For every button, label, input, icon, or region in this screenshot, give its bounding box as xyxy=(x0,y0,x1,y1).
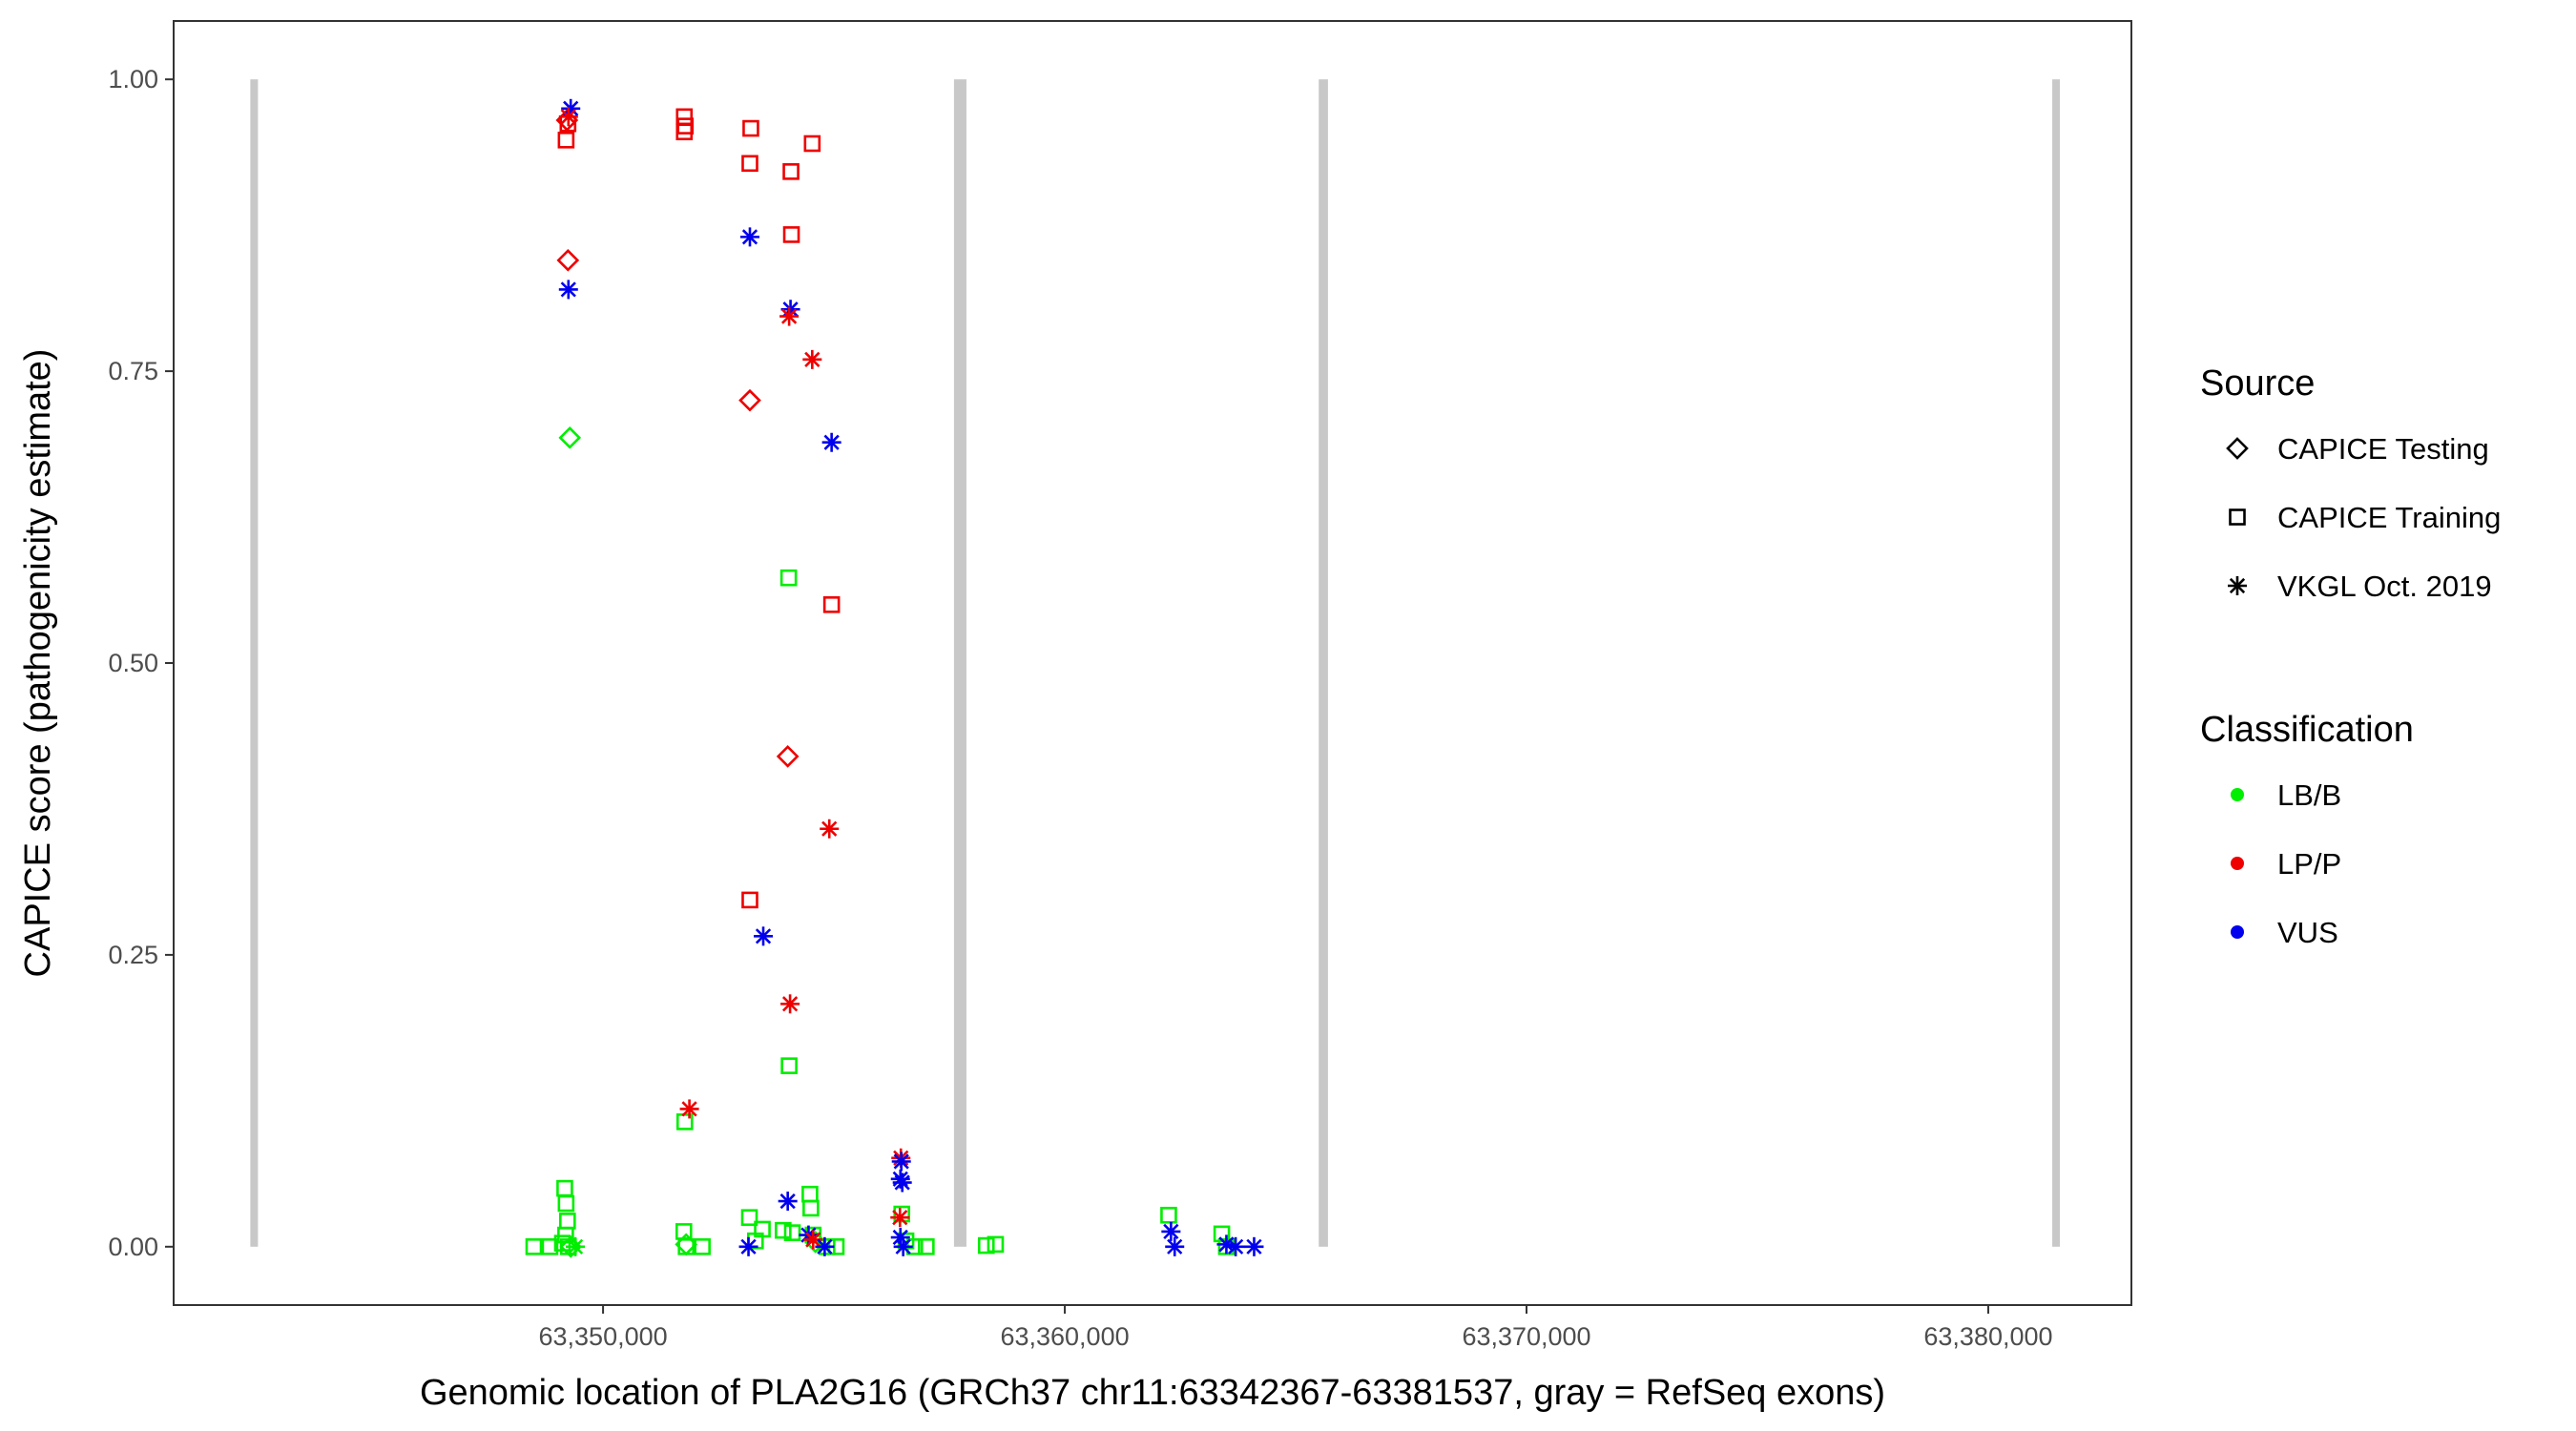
point-square-20 xyxy=(525,1238,543,1255)
point-square-31 xyxy=(783,1224,801,1241)
legend-source-items: CAPICE Testing CAPICE Training VKGL Oct. 2… xyxy=(2226,432,2501,603)
legend-source-label: CAPICE Testing xyxy=(2277,432,2489,466)
legend-classification-title: Classification xyxy=(2200,710,2414,750)
legend-class-key-3 xyxy=(2231,925,2244,939)
point-star-27 xyxy=(1165,1236,1185,1256)
point-star-10 xyxy=(754,926,774,946)
points-layer xyxy=(525,98,1264,1258)
point-square-8 xyxy=(782,163,800,180)
exon-bar-3 xyxy=(1319,79,1328,1247)
point-star-18 xyxy=(778,1192,798,1212)
legend-source-label: VKGL Oct. 2019 xyxy=(2277,570,2492,603)
point-star-4 xyxy=(739,227,759,247)
point-star-12 xyxy=(679,1099,699,1119)
point-star-26 xyxy=(1161,1221,1181,1241)
point-star-21 xyxy=(803,1230,823,1250)
point-star-9 xyxy=(820,819,840,839)
point-star-11 xyxy=(780,994,800,1014)
legend-class-key-1 xyxy=(2231,788,2244,801)
point-star-8 xyxy=(821,432,841,452)
x-tick-label: 63,380,000 xyxy=(1923,1322,2052,1351)
x-tick-label: 63,370,000 xyxy=(1462,1322,1590,1351)
point-diamond-1 xyxy=(556,249,580,272)
point-square-12 xyxy=(741,891,758,909)
point-star-6 xyxy=(779,306,800,326)
point-square-10 xyxy=(782,226,800,243)
point-square-13 xyxy=(779,569,798,587)
point-square-27 xyxy=(740,1209,758,1227)
point-square-25 xyxy=(677,1238,695,1255)
point-square-5 xyxy=(676,117,695,135)
y-tick-label: 1.00 xyxy=(108,65,158,93)
legend-source-title: Source xyxy=(2200,363,2315,404)
exon-bar-2 xyxy=(953,79,966,1247)
point-square-40 xyxy=(918,1238,935,1255)
point-square-9 xyxy=(803,135,821,153)
axes-layer: 0.00 0.25 0.50 0.75 1.00 63,350,000 63,360,000… xyxy=(108,65,2052,1351)
point-star-16 xyxy=(892,1172,912,1192)
point-diamond-2 xyxy=(558,425,582,449)
point-square-14 xyxy=(780,1057,798,1074)
x-tick-label: 63,350,000 xyxy=(539,1322,668,1351)
point-square-6 xyxy=(742,119,759,137)
y-tick-label: 0.25 xyxy=(108,941,158,969)
point-diamond-4 xyxy=(738,388,761,412)
point-square-33 xyxy=(802,1199,820,1217)
point-star-2 xyxy=(558,107,578,127)
legend-source-key-3 xyxy=(2228,576,2247,595)
legend-source-label: CAPICE Training xyxy=(2277,501,2501,534)
legend-classification-items: LB/B LP/P VUS xyxy=(2231,778,2341,949)
point-star-3 xyxy=(558,280,578,300)
point-star-25 xyxy=(566,1236,586,1256)
point-square-43 xyxy=(1160,1206,1177,1224)
y-tick-label: 0.50 xyxy=(108,649,158,677)
point-square-1 xyxy=(557,132,575,149)
legend-class-label: LP/P xyxy=(2277,847,2341,881)
point-square-26 xyxy=(694,1238,711,1255)
exon-bar-4 xyxy=(2052,79,2061,1247)
legend-source-key-2 xyxy=(2229,508,2246,526)
y-tick-label: 0.00 xyxy=(108,1233,158,1261)
point-diamond-5 xyxy=(776,745,800,768)
point-star-23 xyxy=(738,1236,758,1256)
y-axis-title: CAPICE score (pathogenicity estimate) xyxy=(18,349,58,978)
exons-layer xyxy=(250,79,2061,1247)
point-star-14 xyxy=(891,1151,911,1172)
point-star-7 xyxy=(802,349,822,369)
point-square-37 xyxy=(893,1205,911,1223)
point-square-41 xyxy=(977,1236,995,1255)
legend-class-label: LB/B xyxy=(2277,778,2341,812)
legend-class-label: VUS xyxy=(2277,916,2338,949)
point-star-30 xyxy=(1244,1236,1264,1256)
x-tick-label: 63,360,000 xyxy=(1000,1322,1129,1351)
point-square-30 xyxy=(775,1221,792,1239)
exon-bar-1 xyxy=(250,79,259,1247)
point-star-22 xyxy=(815,1236,835,1256)
point-square-7 xyxy=(741,155,758,173)
legend-class-key-2 xyxy=(2231,857,2244,870)
legend-source-key-1 xyxy=(2226,437,2249,460)
point-star-29 xyxy=(1226,1236,1246,1256)
point-square-42 xyxy=(987,1235,1005,1254)
x-axis-title: Genomic location of PLA2G16 (GRCh37 chr1… xyxy=(420,1373,1885,1413)
legend: Source CAPICE Testing CAPICE Training VKGL… xyxy=(2200,363,2501,949)
point-square-17 xyxy=(557,1194,575,1213)
point-star-24 xyxy=(893,1236,913,1256)
point-square-11 xyxy=(822,596,841,613)
y-tick-label: 0.75 xyxy=(108,357,158,385)
point-square-21 xyxy=(541,1238,559,1255)
point-star-17 xyxy=(890,1208,910,1228)
